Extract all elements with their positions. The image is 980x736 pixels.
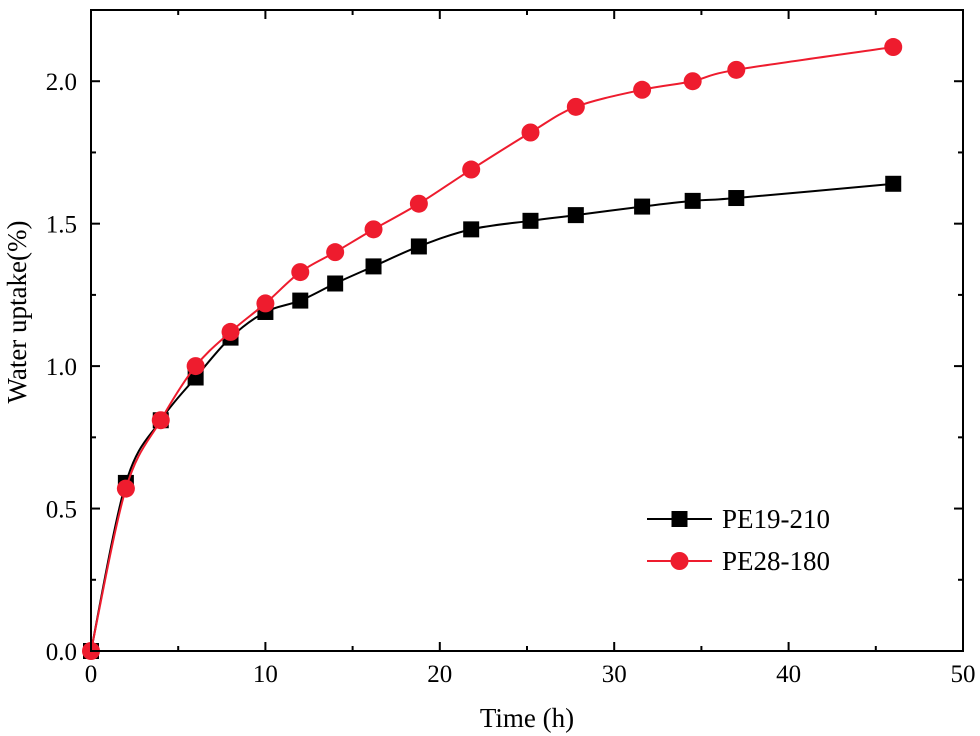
x-axis-title: Time (h): [480, 703, 574, 733]
x-tick-label: 30: [602, 661, 627, 688]
data-point: [364, 220, 383, 239]
data-point: [634, 198, 651, 215]
x-tick-label: 50: [951, 661, 976, 688]
data-point: [566, 97, 585, 116]
legend-item: PE19-210: [647, 504, 830, 534]
legend-item: PE28-180: [647, 546, 830, 576]
data-point: [151, 411, 170, 430]
data-point: [327, 275, 344, 292]
x-tick-label: 0: [85, 661, 98, 688]
data-point: [186, 357, 205, 376]
x-tick-label: 10: [253, 661, 278, 688]
legend-marker: [670, 552, 689, 570]
data-point: [462, 160, 481, 179]
x-tick-label: 40: [776, 661, 801, 688]
data-point: [521, 123, 540, 142]
y-tick-label: 1.5: [46, 212, 77, 239]
y-tick-label: 2.0: [46, 69, 77, 96]
data-point: [116, 479, 135, 498]
data-point: [727, 60, 746, 79]
data-point: [728, 190, 745, 207]
data-point: [463, 221, 480, 238]
series-PE19-210: [83, 175, 902, 659]
data-point: [884, 38, 903, 57]
x-tick-label: 20: [427, 661, 452, 688]
series-layer: [82, 38, 903, 660]
data-point: [567, 207, 584, 224]
legend-label: PE28-180: [722, 546, 830, 576]
data-point: [291, 263, 310, 282]
data-point: [409, 194, 428, 213]
y-tick-label: 1.0: [46, 354, 77, 381]
data-point: [256, 294, 275, 313]
data-point: [410, 238, 427, 255]
data-point: [221, 322, 240, 341]
data-point: [683, 72, 702, 91]
data-point: [326, 243, 345, 262]
data-point: [365, 258, 382, 275]
data-point: [522, 212, 539, 229]
y-tick-label: 0.0: [46, 639, 77, 666]
data-point: [684, 192, 701, 209]
y-axis-title: Water uptake(%): [2, 221, 32, 404]
legend-marker: [671, 511, 688, 527]
series-line: [90, 182, 894, 652]
data-point: [633, 80, 652, 99]
legend: PE19-210 PE28-180: [647, 504, 830, 576]
data-point: [292, 292, 309, 309]
data-point: [885, 175, 902, 192]
y-tick-label: 0.5: [46, 497, 77, 524]
legend-label: PE19-210: [722, 504, 830, 534]
ticks-layer: 0 10 20 30 40 50 0.0 0.5 1.0 1.5 2.0: [46, 9, 976, 688]
